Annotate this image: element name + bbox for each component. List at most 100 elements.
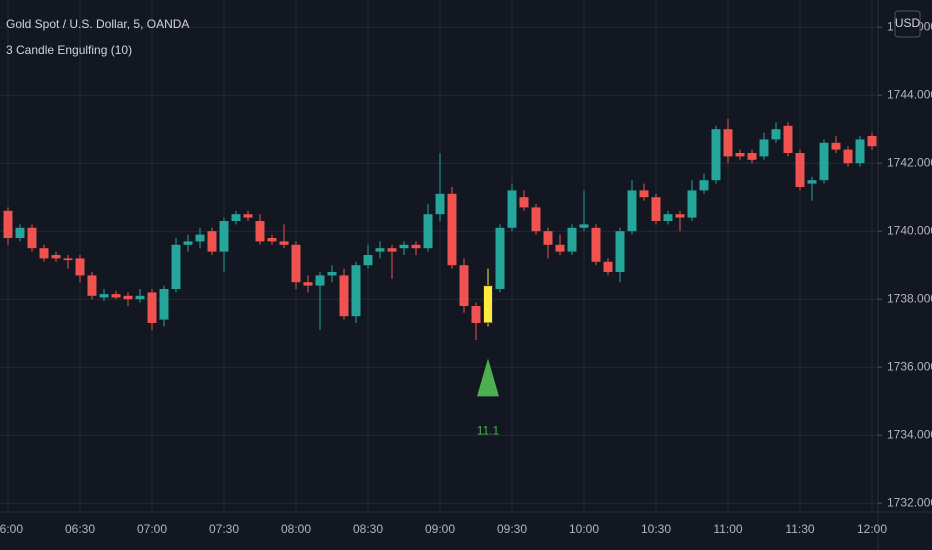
candle-body <box>807 180 817 184</box>
candle-body <box>51 255 61 259</box>
x-tick-label: 08:30 <box>353 522 383 536</box>
x-tick-label: 06:30 <box>65 522 95 536</box>
candle-body <box>147 292 157 323</box>
candle-body <box>567 227 577 252</box>
candle-body <box>687 190 697 218</box>
candle-body <box>243 214 253 218</box>
candle-body <box>3 210 13 238</box>
x-tick-label: 06:00 <box>0 522 23 536</box>
candle-body <box>267 238 277 242</box>
candle-body <box>315 275 325 286</box>
chart-title: Gold Spot / U.S. Dollar, 5, OANDA <box>6 17 189 31</box>
candle-body <box>831 142 841 150</box>
x-tick-label: 12:00 <box>857 522 887 536</box>
candle-body <box>27 227 37 249</box>
candle-body <box>843 149 853 164</box>
candle-body <box>75 258 85 276</box>
x-tick-label: 09:00 <box>425 522 455 536</box>
y-tick-label: 1742.000 <box>887 155 932 169</box>
candle-body <box>759 139 769 157</box>
candle-body <box>603 261 613 272</box>
candle-body <box>471 306 481 323</box>
y-tick-label: 1736.000 <box>887 359 932 373</box>
candle-body <box>399 244 409 249</box>
y-tick-label: 1744.000 <box>887 87 932 101</box>
candle-body <box>183 241 193 245</box>
candle-body <box>627 190 637 232</box>
indicator-label: 3 Candle Engulfing (10) <box>6 43 132 57</box>
candle-body <box>135 295 145 300</box>
candle-body <box>615 231 625 272</box>
candle-body <box>771 129 781 140</box>
candle-body <box>711 129 721 181</box>
y-tick-label: 1734.000 <box>887 427 932 441</box>
x-tick-label: 10:00 <box>569 522 599 536</box>
x-tick-label: 10:30 <box>641 522 671 536</box>
candle-body <box>675 214 685 218</box>
candle-body <box>855 139 865 164</box>
candle-body <box>195 234 205 242</box>
candle-body <box>447 193 457 266</box>
candle-body <box>339 275 349 317</box>
candle-body <box>411 244 421 249</box>
candles: 11.1 <box>3 119 877 438</box>
candle-body <box>507 190 517 228</box>
candle-body <box>255 221 265 242</box>
candle-body <box>783 125 793 153</box>
candle-body <box>651 197 661 221</box>
signal-label: 11.1 <box>477 424 500 438</box>
candle-body <box>363 255 373 266</box>
candle-body <box>495 227 505 289</box>
candle-body <box>279 241 289 245</box>
candle-body <box>459 265 469 306</box>
x-tick-label: 11:30 <box>785 522 814 536</box>
candle-body <box>123 295 133 300</box>
candle-body <box>435 193 445 215</box>
candle-body <box>171 244 181 289</box>
candle-body <box>795 153 805 187</box>
candle-body <box>387 248 397 252</box>
candle-body <box>375 248 385 252</box>
currency-label[interactable]: USD <box>895 16 921 30</box>
candle-body <box>327 272 337 276</box>
y-tick-label: 1732.000 <box>887 495 932 509</box>
candle-body <box>303 282 313 286</box>
candle-body <box>87 275 97 296</box>
candle-body <box>747 153 757 160</box>
candle-body <box>111 294 121 298</box>
signal-arrow <box>477 358 499 397</box>
candle-body <box>543 231 553 245</box>
candle-body <box>639 190 649 198</box>
candle-body <box>351 265 361 317</box>
candle-body <box>15 227 25 238</box>
x-tick-label: 08:00 <box>281 522 311 536</box>
x-tick-label: 07:00 <box>137 522 167 536</box>
candle-body <box>819 142 829 181</box>
candle-body <box>735 153 745 157</box>
candle-body <box>207 231 217 252</box>
candle-body <box>867 136 877 147</box>
candle-body <box>579 224 589 228</box>
candle-body <box>39 248 49 259</box>
x-tick-label: 09:30 <box>497 522 527 536</box>
candle-body <box>231 214 241 221</box>
currency-badge[interactable] <box>894 10 921 38</box>
candle-body <box>723 129 733 157</box>
candle-body <box>99 294 109 298</box>
y-tick-label: 1740.000 <box>887 223 932 237</box>
candle-body <box>219 221 229 252</box>
candle-body <box>663 214 673 221</box>
x-tick-label: 07:30 <box>209 522 239 536</box>
candle-body <box>63 258 73 261</box>
candle-body <box>519 197 529 208</box>
candle-body <box>531 207 541 232</box>
candle-body <box>483 285 493 324</box>
candle-body <box>555 244 565 252</box>
x-tick-label: 11:00 <box>713 522 742 536</box>
candle-body <box>291 244 301 283</box>
candle-body <box>159 289 169 320</box>
candle-body <box>423 214 433 249</box>
candle-body <box>699 180 709 191</box>
